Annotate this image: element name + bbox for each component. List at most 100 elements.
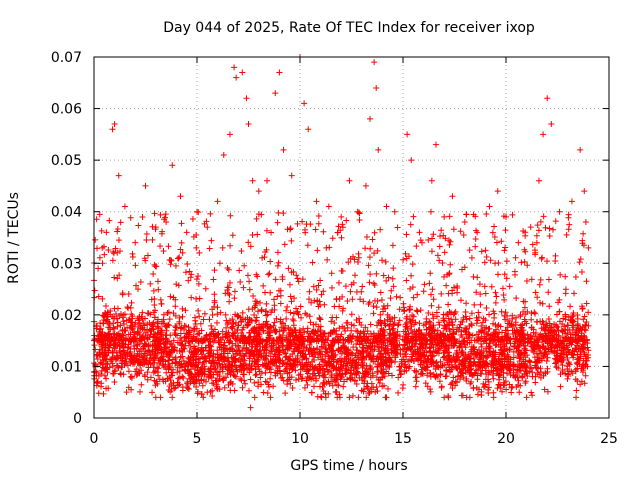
- data-point: [537, 218, 544, 225]
- data-point: [213, 369, 220, 376]
- data-point: [580, 242, 587, 249]
- data-point: [426, 324, 433, 331]
- data-point: [253, 371, 260, 378]
- data-point: [375, 319, 382, 326]
- data-point: [552, 360, 559, 367]
- data-point: [429, 235, 436, 242]
- data-point: [572, 336, 579, 343]
- data-point: [365, 390, 372, 397]
- data-point: [378, 344, 385, 351]
- data-point: [151, 359, 158, 366]
- data-point: [112, 367, 119, 374]
- data-point: [331, 303, 338, 310]
- data-point: [334, 358, 341, 365]
- data-point: [474, 349, 481, 356]
- data-point: [402, 321, 409, 328]
- data-point: [109, 360, 116, 367]
- data-point: [240, 284, 247, 291]
- data-point: [251, 379, 258, 386]
- data-point: [372, 388, 379, 395]
- data-point: [480, 357, 487, 364]
- data-point: [293, 343, 300, 350]
- data-point: [466, 315, 473, 322]
- data-point: [440, 315, 447, 322]
- data-point: [491, 223, 498, 230]
- data-point: [401, 368, 408, 375]
- data-point: [310, 346, 317, 353]
- data-point: [258, 381, 265, 388]
- data-point: [260, 389, 267, 396]
- data-point: [310, 283, 317, 290]
- data-point: [139, 309, 146, 316]
- data-point: [177, 330, 184, 337]
- data-point: [297, 349, 304, 356]
- data-point: [356, 374, 363, 381]
- data-point: [512, 254, 519, 261]
- data-point: [284, 303, 291, 310]
- data-point: [426, 330, 433, 337]
- data-point: [249, 177, 256, 184]
- data-point: [356, 315, 363, 322]
- data-point: [402, 350, 409, 357]
- data-point: [239, 316, 246, 323]
- data-point: [510, 361, 517, 368]
- data-point: [110, 250, 117, 257]
- data-point: [426, 348, 433, 355]
- data-point: [130, 359, 137, 366]
- data-point: [264, 365, 271, 372]
- data-point: [382, 357, 389, 364]
- data-point: [161, 348, 168, 355]
- data-point: [117, 370, 124, 377]
- data-point: [132, 239, 139, 246]
- data-point: [261, 342, 268, 349]
- data-point: [453, 328, 460, 335]
- data-point: [334, 376, 341, 383]
- data-point: [218, 356, 225, 363]
- data-point: [193, 377, 200, 384]
- data-point: [401, 342, 408, 349]
- data-point: [374, 363, 381, 370]
- data-point: [348, 311, 355, 318]
- data-point: [530, 343, 537, 350]
- data-point: [477, 354, 484, 361]
- data-point: [459, 357, 466, 364]
- chart-title: Day 044 of 2025, Rate Of TEC Index for r…: [163, 20, 535, 36]
- data-point: [559, 328, 566, 335]
- data-point: [309, 350, 316, 357]
- data-point: [100, 312, 107, 319]
- data-point: [432, 141, 439, 148]
- data-point: [301, 226, 308, 233]
- data-point: [549, 332, 556, 339]
- data-point: [133, 345, 140, 352]
- data-point: [292, 367, 299, 374]
- data-point: [524, 339, 531, 346]
- data-point: [333, 295, 340, 302]
- data-point: [174, 364, 181, 371]
- data-point: [253, 215, 260, 222]
- data-point: [568, 316, 575, 323]
- data-point: [533, 350, 540, 357]
- data-point: [190, 349, 197, 356]
- data-point: [381, 320, 388, 327]
- data-point: [535, 227, 542, 234]
- data-point: [172, 327, 179, 334]
- data-point: [585, 322, 592, 329]
- data-point: [107, 356, 114, 363]
- data-point: [119, 357, 126, 364]
- data-point: [294, 309, 301, 316]
- data-point: [165, 321, 172, 328]
- data-point: [392, 345, 399, 352]
- data-point: [135, 222, 142, 229]
- data-point: [582, 219, 589, 226]
- data-point: [280, 210, 287, 217]
- data-point: [503, 258, 510, 265]
- data-point: [566, 221, 573, 228]
- data-point: [412, 319, 419, 326]
- data-point: [369, 236, 376, 243]
- data-point: [375, 146, 382, 153]
- data-point: [260, 327, 267, 334]
- data-point: [106, 330, 113, 337]
- data-point: [297, 337, 304, 344]
- data-point: [97, 325, 104, 332]
- data-point: [176, 318, 183, 325]
